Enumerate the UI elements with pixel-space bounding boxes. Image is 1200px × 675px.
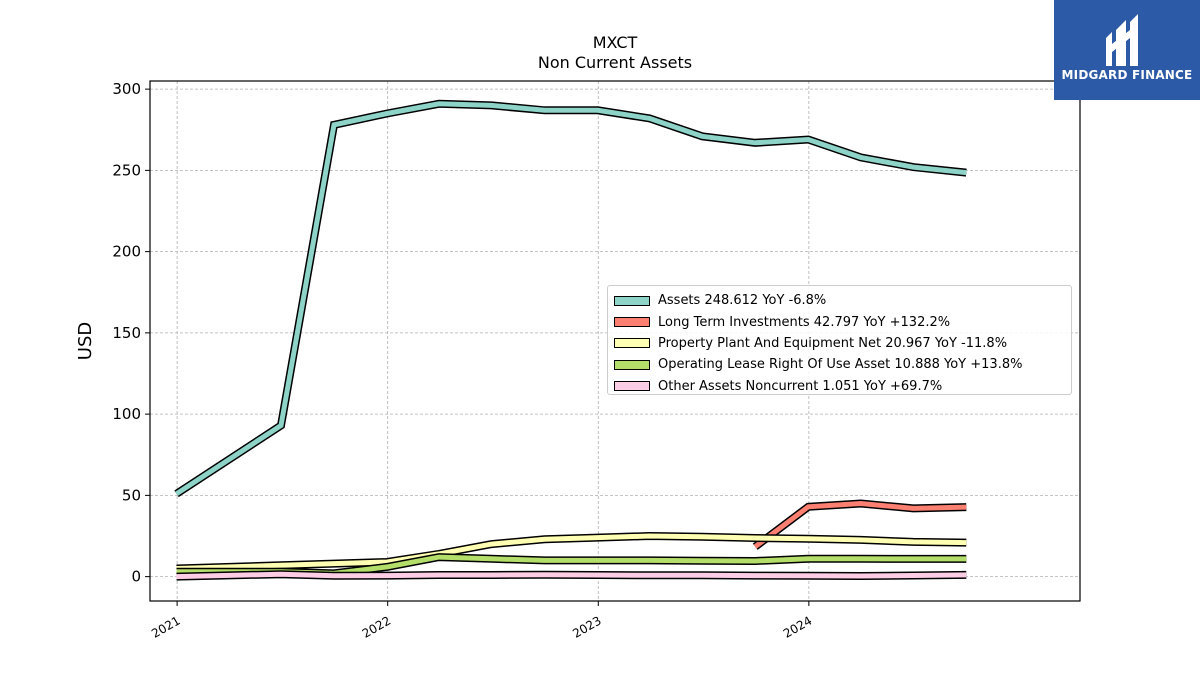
x-tick-label: 2022 [360, 613, 393, 640]
legend-label: Assets 248.612 YoY -6.8% [658, 293, 827, 309]
series-line-4 [176, 571, 967, 580]
x-tick-label: 2021 [149, 613, 182, 640]
brand-logo: MIDGARD FINANCE [1054, 0, 1200, 100]
legend-item: Long Term Investments 42.797 YoY +132.2% [614, 311, 1065, 332]
y-tick-label: 0 [131, 568, 141, 586]
chart-legend: Assets 248.612 YoY -6.8% Long Term Invest… [607, 285, 1072, 395]
legend-swatch [614, 338, 650, 349]
legend-item: Operating Lease Right Of Use Asset 10.88… [614, 354, 1065, 375]
legend-label: Property Plant And Equipment Net 20.967 … [658, 335, 1008, 351]
y-tick-label: 200 [112, 243, 141, 261]
series-line-1 [753, 500, 967, 549]
legend-swatch [614, 359, 650, 370]
x-tick-label: 2024 [781, 613, 814, 640]
brand-name: MIDGARD FINANCE [1061, 68, 1193, 82]
y-tick-label: 300 [112, 80, 141, 98]
legend-label: Operating Lease Right Of Use Asset 10.88… [658, 357, 1023, 373]
legend-item: Other Assets Noncurrent 1.051 YoY +69.7% [614, 376, 1065, 397]
x-tick-label: 2023 [570, 613, 603, 640]
series-line-0 [175, 101, 967, 496]
y-tick-label: 100 [112, 405, 141, 423]
chart-title: MXCT [592, 33, 638, 52]
legend-item: Assets 248.612 YoY -6.8% [614, 290, 1065, 311]
legend-item: Property Plant And Equipment Net 20.967 … [614, 333, 1065, 354]
legend-swatch [614, 317, 650, 328]
y-axis-label: USD [75, 322, 96, 360]
y-tick-label: 150 [112, 324, 141, 342]
y-tick-label: 50 [122, 486, 141, 504]
brand-mark-icon [1106, 14, 1138, 66]
plot-frame [149, 80, 1081, 602]
legend-swatch [614, 381, 650, 392]
legend-label: Other Assets Noncurrent 1.051 YoY +69.7% [658, 378, 943, 394]
y-tick-label: 250 [112, 161, 141, 179]
legend-label: Long Term Investments 42.797 YoY +132.2% [658, 314, 951, 330]
series-line-3 [176, 554, 967, 576]
chart-subtitle: Non Current Assets [537, 53, 693, 72]
legend-swatch [614, 295, 650, 306]
series-line-2 [176, 533, 967, 571]
